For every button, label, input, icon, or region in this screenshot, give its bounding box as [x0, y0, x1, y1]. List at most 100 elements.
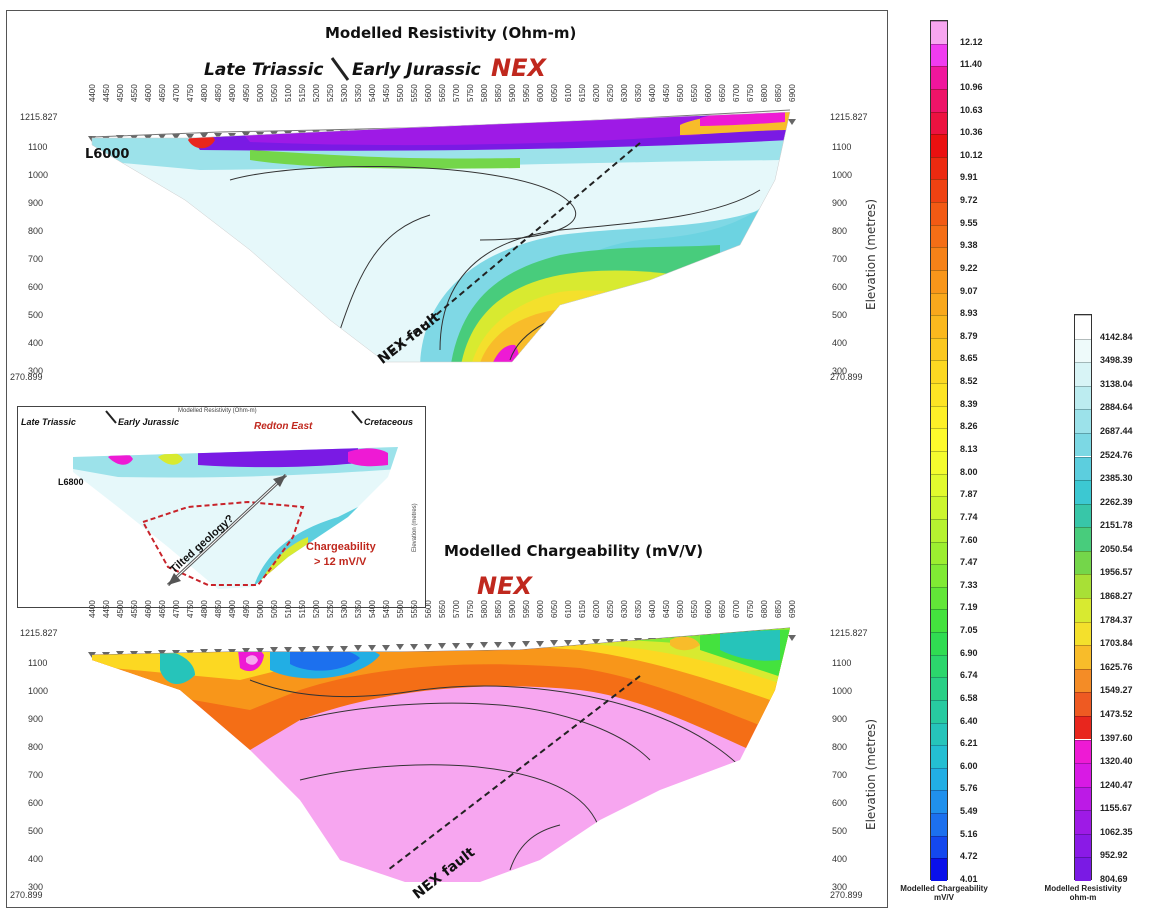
chargeability-scale-cell	[931, 156, 947, 180]
top-left-elevation-tick: 1000	[28, 170, 49, 180]
chargeability-scale-cell	[931, 632, 947, 655]
resistivity-caption-line1: Modelled Resistivity	[1044, 884, 1122, 893]
inset-l6800: Modelled Resistivity (Ohm-m) Late Triass…	[17, 406, 426, 608]
resistivity-scale-cell	[1075, 786, 1091, 811]
chargeability-scale-cell	[931, 66, 947, 89]
chargeability-scale-label: 10.96	[960, 81, 983, 92]
bottom-left-elevation-tick: 1100	[28, 658, 48, 668]
top-right-max: 1215.827	[830, 112, 868, 122]
bottom-left-elevation-tick: 600	[28, 798, 44, 808]
bottom-station-marker-icon	[340, 645, 348, 652]
resistivity-scale-cell	[1075, 527, 1091, 551]
chargeability-scale-cell	[931, 337, 947, 361]
resistivity-scale-label: 1703.84	[1100, 638, 1133, 649]
bottom-station-marker-icon	[354, 645, 362, 652]
resistivity-scale-cell	[1075, 456, 1091, 481]
chargeability-caption-line1: Modelled Chargeability	[900, 884, 988, 893]
top-left-elevation-tick: 700	[28, 254, 44, 264]
chargeability-scale-cell	[931, 179, 947, 203]
chargeability-scale-cell	[931, 813, 947, 836]
resistivity-scale-label: 1320.40	[1100, 756, 1133, 767]
bottom-right-elevation-tick: 500	[832, 826, 848, 836]
bottom-station-marker-icon	[480, 642, 488, 649]
chargeability-scale-cell	[931, 790, 947, 814]
bottom-station-marker-icon	[284, 647, 292, 654]
chargeability-scale-label: 7.47	[960, 557, 978, 568]
top-left-elevation-tick: 600	[28, 282, 44, 292]
resistivity-scale-label: 1868.27	[1100, 591, 1133, 601]
nex-fault-line-bottom	[387, 675, 641, 871]
bottom-left-elevation-tick: 900	[28, 714, 44, 724]
chargeability-scale-label: 4.01	[960, 874, 978, 884]
nex-label-top: NEX	[491, 54, 546, 82]
chargeability-scale-label: 9.72	[960, 195, 978, 206]
chargeability-scale-cell	[931, 858, 947, 881]
resistivity-scale-label: 1473.52	[1100, 708, 1133, 719]
chargeability-scale-cell	[931, 315, 947, 338]
chargeability-scale-cell	[931, 111, 947, 135]
bottom-station-marker-icon	[396, 644, 404, 651]
resistivity-scale-cell	[1075, 550, 1091, 575]
bottom-station-marker-icon	[228, 648, 236, 655]
top-right-elevation-tick: 800	[832, 226, 848, 236]
resistivity-scale-label: 1784.37	[1100, 614, 1133, 625]
chargeability-scale-label: 6.74	[960, 670, 978, 681]
resistivity-scale-cell	[1075, 362, 1091, 386]
bottom-right-elevation-tick: 1000	[832, 686, 853, 696]
top-right-elevation-tick: 700	[832, 254, 848, 264]
top-right-elevation-tick: 300	[832, 366, 848, 376]
bottom-station-marker-icon	[410, 643, 418, 650]
bottom-station-marker-icon	[326, 646, 334, 653]
top-left-elevation-tick: 1100	[28, 142, 48, 152]
resistivity-scale-label: 2385.30	[1100, 473, 1133, 484]
bottom-station-marker-icon	[382, 644, 390, 651]
top-left-elevation-tick: 300	[28, 366, 44, 376]
chargeability-scale-label: 9.38	[960, 240, 978, 251]
chargeability-scale-cell	[931, 383, 947, 406]
bottom-station-marker-icon	[536, 640, 544, 647]
inset-boundary-slash-1	[105, 410, 117, 424]
chargeability-scale-label: 8.79	[960, 330, 978, 341]
chargeability-scale-cell	[931, 269, 947, 293]
bottom-station-marker-icon	[522, 641, 530, 648]
chargeability-scale-label: 10.36	[960, 127, 983, 138]
resistivity-scale-cell	[1075, 621, 1091, 646]
chargeability-scale-caption: Modelled Chargeability mV/V	[898, 884, 990, 902]
bottom-station-marker-icon	[312, 646, 320, 653]
inset-chargeability-line2: > 12 mV/V	[314, 556, 367, 568]
figure-frame	[6, 10, 888, 908]
top-station-marker-icon	[144, 134, 152, 141]
resistivity-scale-label: 1625.76	[1100, 661, 1133, 672]
resistivity-scale-cell	[1075, 315, 1091, 339]
nex-fault-line-top	[384, 142, 641, 359]
top-right-min: 270.899	[830, 372, 863, 382]
bottom-right-elevation-tick: 300	[832, 882, 848, 892]
resistivity-scale-cell	[1075, 857, 1091, 881]
bottom-station-marker-icon	[256, 647, 264, 654]
bottom-right-elevation-tick: 600	[832, 798, 848, 808]
nex-label-bottom: NEX	[477, 572, 532, 600]
top-right-elevation-tick: 1100	[832, 142, 852, 152]
resistivity-scale-cell	[1075, 739, 1091, 764]
chargeability-scale-cell	[931, 654, 947, 678]
chargeability-scale-label: 7.87	[960, 489, 978, 500]
chargeability-scale-label: 9.55	[960, 217, 978, 228]
resistivity-scale-cell	[1075, 385, 1091, 410]
bottom-right-elevation-tick: 800	[832, 742, 848, 752]
resistivity-scale-label: 1240.47	[1100, 779, 1133, 790]
chargeability-caption-line2: mV/V	[933, 893, 954, 902]
top-station-marker-icon	[158, 134, 166, 141]
chargeability-scale-cell	[931, 247, 947, 270]
chargeability-scale-cell	[931, 405, 947, 429]
inset-section	[73, 410, 398, 589]
chargeability-scale-cell	[931, 586, 947, 610]
chargeability-scale-label: 6.58	[960, 692, 978, 703]
top-station-marker-icon	[228, 132, 236, 139]
resistivity-scale-cell	[1075, 763, 1091, 787]
chargeability-scale-label: 7.60	[960, 534, 978, 545]
resistivity-scale-label: 1062.35	[1100, 826, 1133, 837]
inset-chargeability-line1: Chargeability	[306, 541, 376, 553]
resistivity-scale-label: 2524.76	[1100, 449, 1133, 460]
